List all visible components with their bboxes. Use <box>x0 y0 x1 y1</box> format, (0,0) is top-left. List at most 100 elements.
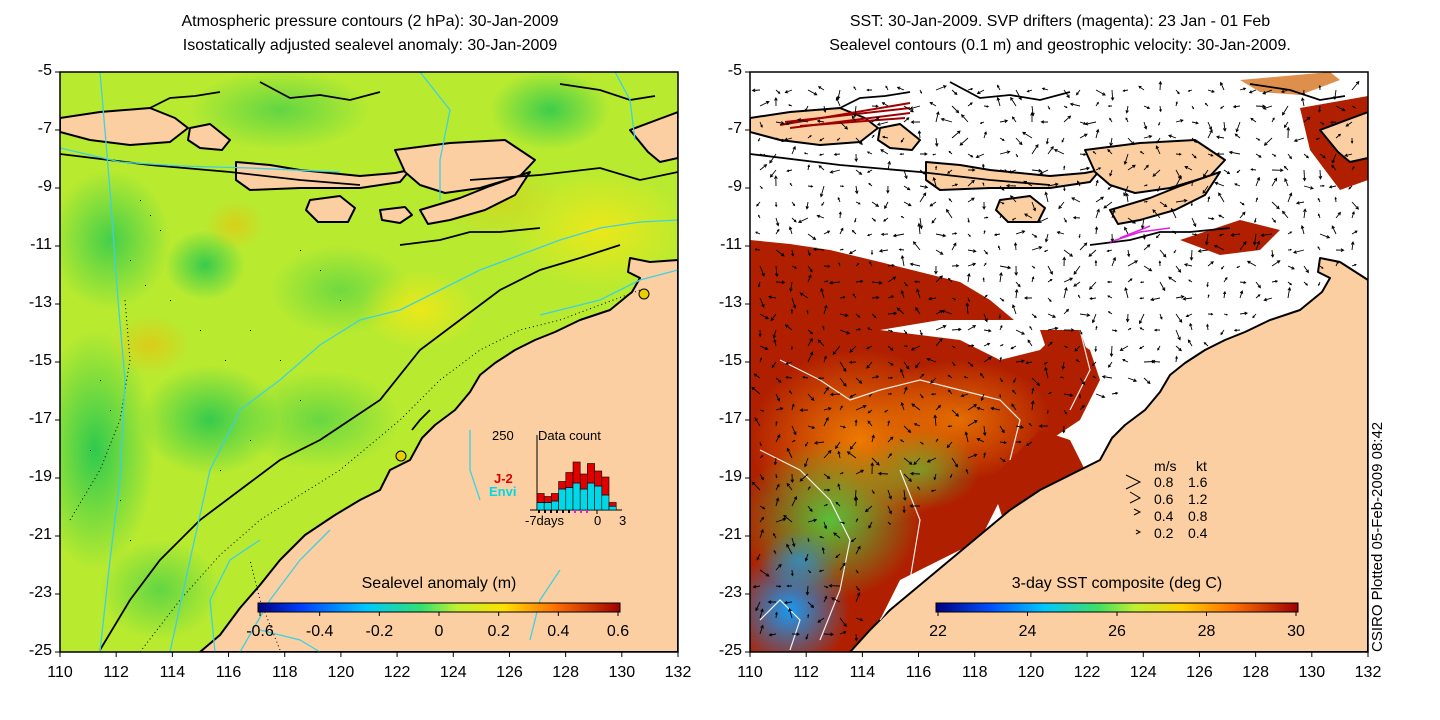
velocity-arrow <box>946 441 953 449</box>
velocity-arrow <box>1156 137 1161 144</box>
velocity-arrow <box>1255 176 1261 187</box>
velocity-arrow <box>802 375 809 379</box>
velocity-arrow <box>839 185 845 188</box>
velocity-arrow <box>1351 210 1355 219</box>
y-tick-label: -7 <box>727 120 742 137</box>
velocity-arrow <box>1038 424 1049 428</box>
velocity-arrow <box>1185 313 1193 318</box>
velocity-arrow <box>835 553 841 559</box>
velocity-arrow <box>854 633 858 642</box>
velocity-arrow <box>797 118 809 123</box>
velocity-arrow <box>1223 290 1227 299</box>
velocity-arrow <box>774 265 779 278</box>
velocity-arrow <box>1095 128 1100 139</box>
velocity-arrow <box>1023 296 1032 300</box>
velocity-arrow <box>823 473 831 479</box>
left-pressure-contours <box>60 72 678 652</box>
velocity-arrow <box>1170 207 1177 219</box>
colorbar-tick-label: 0.2 <box>487 623 510 640</box>
velocity-arrow <box>909 471 921 476</box>
velocity-arrow <box>976 406 985 411</box>
velocity-arrow <box>983 329 992 333</box>
velocity-arrow <box>1204 102 1209 107</box>
velocity-arrow <box>1014 288 1019 299</box>
y-tick-label: -23 <box>28 584 52 601</box>
velocity-arrow <box>805 441 809 447</box>
velocity-arrow <box>1043 361 1049 365</box>
velocity-arrow <box>1191 153 1197 159</box>
velocity-arrow <box>903 329 908 335</box>
velocity-arrow <box>775 228 780 235</box>
velocity-arrow <box>1207 121 1213 131</box>
velocity-arrow <box>1047 313 1057 318</box>
velocity-arrow <box>999 377 1003 383</box>
y-tick-label: -19 <box>28 468 52 485</box>
velocity-arrow <box>849 393 857 398</box>
x-tick-label: 122 <box>383 664 411 681</box>
x-tick-label: 132 <box>1354 664 1382 681</box>
y-tick-label: -21 <box>718 526 742 543</box>
velocity-arrow <box>783 514 793 523</box>
velocity-arrow <box>1031 313 1037 319</box>
velocity-arrow <box>951 409 960 417</box>
velocity-arrow <box>903 281 908 287</box>
velocity-arrow <box>967 179 975 187</box>
velocity-arrow <box>1191 233 1198 236</box>
velocity-arrow <box>1061 361 1065 371</box>
inset-bar-j2 <box>572 461 581 484</box>
velocity-arrow <box>1044 366 1049 379</box>
velocity-arrow <box>900 439 905 443</box>
velocity-arrow <box>1318 169 1323 180</box>
velocity-arrow <box>1024 213 1033 219</box>
velocity-arrow <box>775 473 778 479</box>
velocity-arrow <box>1031 265 1036 269</box>
velocity-arrow <box>1026 89 1033 93</box>
colorbar-tick-label: 22 <box>929 623 947 640</box>
velocity-arrow <box>1302 169 1307 182</box>
velocity-arrow <box>790 473 795 484</box>
velocity-arrow <box>983 356 992 363</box>
colorbar-tick-label: -0.6 <box>246 623 274 640</box>
velocity-arrow <box>812 247 825 252</box>
velocity-arrow <box>1107 105 1113 108</box>
velocity-arrow <box>807 537 810 543</box>
velocity-arrow <box>1063 345 1069 348</box>
velocity-arrow <box>1073 265 1081 275</box>
velocity-arrow <box>945 208 953 219</box>
velocity-arrow <box>823 386 829 395</box>
velocity-arrow <box>866 151 873 155</box>
inset-bar-j2 <box>558 481 567 490</box>
velocity-arrow <box>1109 345 1114 358</box>
velocity-arrow <box>855 469 865 475</box>
velocity-arrow <box>1255 240 1261 251</box>
velocity-arrow <box>903 117 910 123</box>
velocity-arrow <box>885 85 889 91</box>
velocity-arrow <box>976 89 985 95</box>
vel-legend-kt: 1.6 <box>1188 474 1208 490</box>
velocity-arrow <box>967 404 978 411</box>
vel-legend-ms: 0.6 <box>1154 491 1174 507</box>
velocity-arrow <box>1175 119 1184 123</box>
velocity-arrow <box>1095 101 1099 107</box>
velocity-arrow <box>822 325 825 331</box>
velocity-arrow <box>1031 377 1040 386</box>
velocity-arrow <box>817 376 825 380</box>
velocity-arrow <box>1303 208 1307 219</box>
velocity-arrow <box>823 355 827 363</box>
velocity-arrow <box>1079 242 1088 251</box>
velocity-arrow <box>1197 249 1209 253</box>
velocity-arrow <box>807 613 810 619</box>
velocity-arrow <box>791 537 796 548</box>
velocity-arrow <box>853 86 857 91</box>
velocity-arrow <box>1303 265 1309 274</box>
velocity-arrow <box>1071 197 1081 203</box>
velocity-arrow <box>1205 233 1209 246</box>
y-tick-label: -7 <box>37 120 52 137</box>
x-tick-label: 120 <box>327 664 355 681</box>
velocity-arrow <box>848 249 857 255</box>
velocity-arrow <box>887 311 898 316</box>
velocity-arrow <box>791 217 797 223</box>
velocity-arrow <box>1127 217 1136 224</box>
velocity-arrow <box>935 233 947 238</box>
velocity-arrow <box>775 420 778 427</box>
